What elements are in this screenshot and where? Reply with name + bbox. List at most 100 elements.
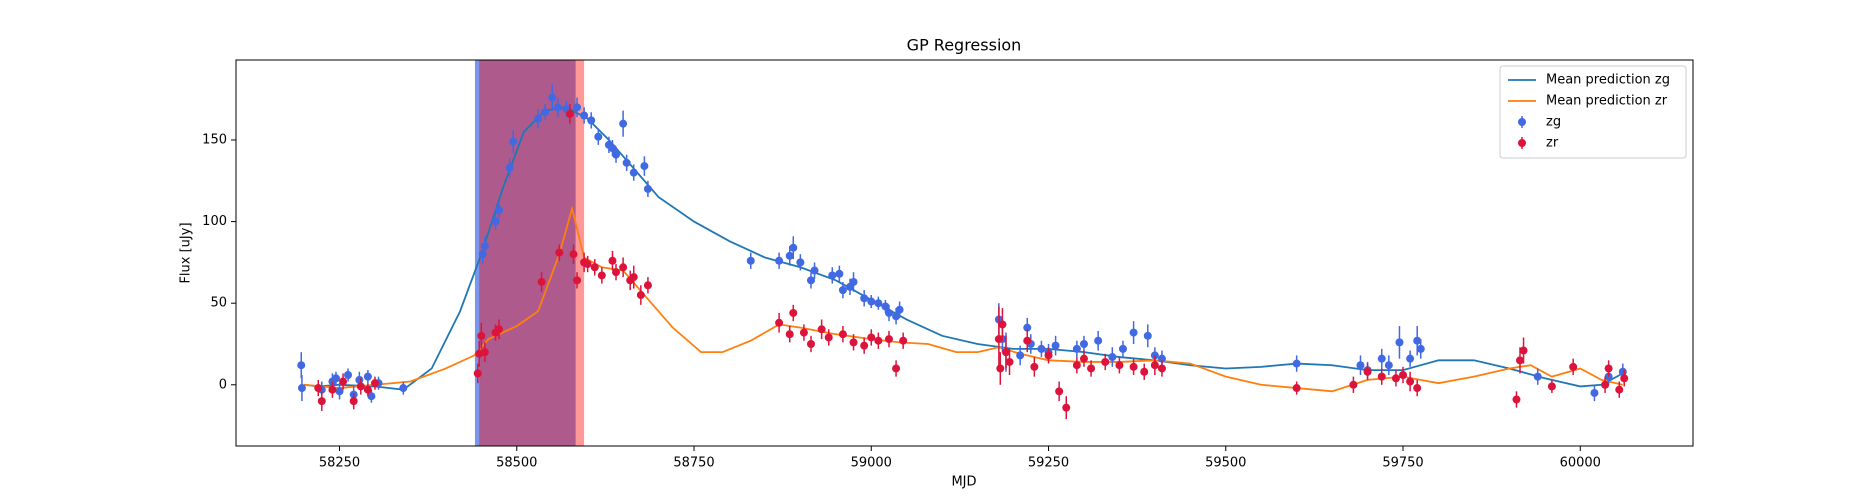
data-point bbox=[349, 397, 358, 406]
data-point bbox=[367, 392, 376, 401]
data-point bbox=[789, 243, 798, 252]
highlight-span bbox=[479, 60, 585, 446]
data-point bbox=[537, 277, 546, 286]
data-point bbox=[1079, 354, 1088, 363]
data-point bbox=[534, 114, 543, 123]
data-point bbox=[1016, 351, 1025, 360]
y-tick-label: 150 bbox=[202, 132, 227, 147]
data-point bbox=[867, 297, 876, 306]
data-point bbox=[580, 111, 589, 120]
data-point bbox=[553, 103, 562, 112]
data-point bbox=[994, 335, 1003, 344]
x-tick-label: 58500 bbox=[496, 456, 537, 471]
data-point bbox=[328, 385, 337, 394]
data-point bbox=[495, 206, 504, 215]
data-point bbox=[838, 286, 847, 295]
data-point bbox=[1384, 361, 1393, 370]
data-point bbox=[860, 341, 869, 350]
legend-swatch bbox=[1518, 118, 1526, 126]
x-tick-label: 59000 bbox=[851, 456, 892, 471]
data-point bbox=[867, 333, 876, 342]
data-point bbox=[594, 132, 603, 141]
data-point bbox=[629, 273, 638, 282]
data-point bbox=[608, 144, 617, 153]
data-point bbox=[1108, 353, 1117, 362]
data-point bbox=[884, 308, 893, 317]
data-point bbox=[1051, 341, 1060, 350]
legend-label: zr bbox=[1546, 136, 1559, 151]
data-point bbox=[1055, 387, 1064, 396]
data-point bbox=[1416, 344, 1425, 353]
data-point bbox=[541, 108, 550, 117]
data-point bbox=[1072, 361, 1081, 370]
data-point bbox=[1601, 380, 1610, 389]
legend-label: zg bbox=[1546, 115, 1561, 130]
data-point bbox=[785, 330, 794, 339]
data-point bbox=[775, 256, 784, 265]
data-point bbox=[1406, 354, 1415, 363]
data-point bbox=[824, 333, 833, 342]
data-point bbox=[1157, 364, 1166, 373]
data-point bbox=[356, 382, 365, 391]
data-point bbox=[884, 335, 893, 344]
data-point bbox=[317, 397, 326, 406]
data-point bbox=[1547, 382, 1556, 391]
data-point bbox=[640, 162, 649, 171]
data-point bbox=[1356, 361, 1365, 370]
data-point bbox=[1349, 380, 1358, 389]
y-tick-label: 50 bbox=[210, 296, 227, 311]
legend-label: Mean prediction zg bbox=[1546, 73, 1670, 88]
data-point bbox=[1037, 344, 1046, 353]
data-point bbox=[1094, 336, 1103, 345]
data-point bbox=[807, 339, 816, 348]
data-point bbox=[817, 325, 826, 334]
data-point bbox=[828, 271, 837, 280]
data-point bbox=[619, 119, 628, 128]
data-point bbox=[335, 387, 344, 396]
data-point bbox=[1377, 354, 1386, 363]
data-point bbox=[807, 276, 816, 285]
data-point bbox=[796, 258, 805, 267]
data-point bbox=[775, 318, 784, 327]
data-point bbox=[1406, 377, 1415, 386]
data-point bbox=[1030, 362, 1039, 371]
data-point bbox=[1377, 372, 1386, 381]
x-tick-label: 59250 bbox=[1028, 456, 1069, 471]
data-point bbox=[1150, 361, 1159, 370]
x-tick-label: 59750 bbox=[1382, 456, 1423, 471]
data-point bbox=[477, 331, 486, 340]
data-point bbox=[1157, 354, 1166, 363]
data-point bbox=[1115, 361, 1124, 370]
data-point bbox=[838, 330, 847, 339]
legend-label: Mean prediction zr bbox=[1546, 94, 1668, 109]
data-point bbox=[1516, 356, 1525, 365]
data-point bbox=[612, 268, 621, 277]
data-point bbox=[835, 269, 844, 278]
data-point bbox=[619, 263, 628, 272]
data-point bbox=[1620, 374, 1629, 383]
data-point bbox=[565, 109, 574, 118]
x-axis-label: MJD bbox=[951, 475, 976, 490]
x-tick-label: 60000 bbox=[1560, 456, 1601, 471]
y-axis-label: Flux [uJy] bbox=[179, 222, 194, 283]
data-point bbox=[1413, 384, 1422, 393]
data-point bbox=[612, 150, 621, 159]
data-point bbox=[849, 277, 858, 286]
data-point bbox=[370, 379, 379, 388]
data-point bbox=[874, 336, 883, 345]
data-point bbox=[629, 168, 638, 177]
data-point bbox=[789, 308, 798, 317]
data-point bbox=[495, 325, 504, 334]
data-point bbox=[1604, 364, 1613, 373]
x-tick-label: 59500 bbox=[1205, 456, 1246, 471]
data-point bbox=[597, 271, 606, 280]
data-point bbox=[1569, 362, 1578, 371]
data-point bbox=[555, 248, 564, 257]
data-point bbox=[1292, 384, 1301, 393]
data-point bbox=[608, 256, 617, 265]
data-point bbox=[583, 260, 592, 269]
data-point bbox=[480, 348, 489, 357]
x-tick-label: 58750 bbox=[673, 456, 714, 471]
data-point bbox=[1118, 344, 1127, 353]
plot-frame bbox=[235, 59, 1694, 447]
